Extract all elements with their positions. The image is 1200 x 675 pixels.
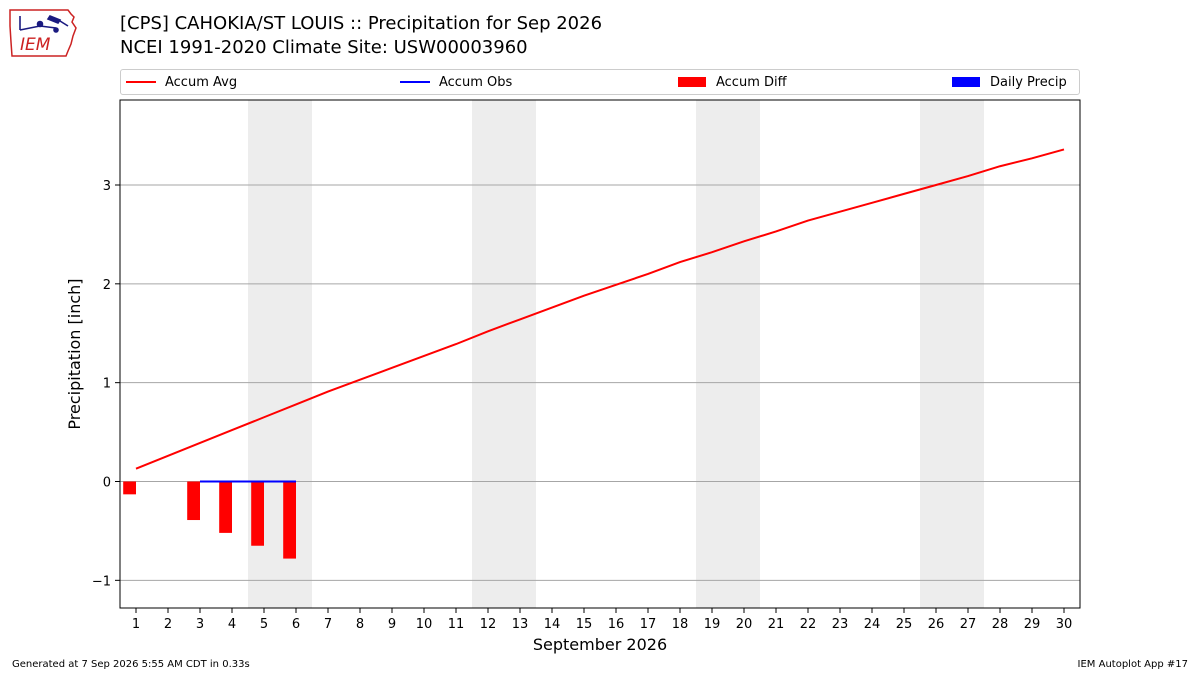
x-tick-label: 5	[260, 617, 268, 632]
y-tick-label: −1	[92, 574, 111, 589]
bar-accum-diff-day-4	[219, 481, 232, 533]
footer-app: IEM Autoplot App #17	[1077, 659, 1188, 670]
legend-label-accum-avg: Accum Avg	[165, 74, 238, 90]
x-tick-label: 7	[324, 617, 332, 632]
legend-swatch-daily-precip	[952, 77, 980, 87]
legend-item-accum-obs: Accum Obs	[400, 70, 512, 94]
chart-subtitle: NCEI 1991-2020 Climate Site: USW00003960	[120, 37, 528, 58]
x-tick-label: 15	[576, 617, 593, 632]
iem-logo: IEM	[9, 9, 77, 57]
bar-accum-diff-day-5	[251, 481, 264, 546]
legend: Accum Avg Accum Obs Accum Diff Daily Pre…	[120, 69, 1080, 95]
chart-title: [CPS] CAHOKIA/ST LOUIS :: Precipitation …	[120, 13, 603, 34]
y-axis-label: Precipitation [inch]	[65, 278, 84, 429]
x-tick-label: 27	[960, 617, 977, 632]
logo-text: IEM	[20, 35, 51, 55]
bar-accum-diff-day-1	[123, 481, 136, 495]
series-lines	[135, 148, 1065, 483]
weather-station-icon	[19, 15, 69, 33]
legend-item-accum-avg: Accum Avg	[126, 70, 237, 94]
x-tick-label: 13	[512, 617, 529, 632]
x-tick-label: 17	[640, 617, 657, 632]
x-tick-label: 23	[832, 617, 849, 632]
weekend-bands	[248, 100, 984, 608]
x-tick-label: 12	[480, 617, 497, 632]
x-tick-label: 19	[704, 617, 721, 632]
x-tick-label: 10	[416, 617, 433, 632]
bar-accum-diff-day-6	[283, 481, 296, 559]
weekend-band-12-13	[472, 100, 536, 608]
legend-label-daily-precip: Daily Precip	[990, 74, 1067, 90]
x-tick-label: 21	[768, 617, 785, 632]
x-tick-label: 6	[292, 617, 300, 632]
x-tick-label: 3	[196, 617, 204, 632]
y-tick-label: 3	[103, 179, 111, 194]
legend-item-daily-precip: Daily Precip	[952, 70, 1067, 94]
legend-item-accum-diff: Accum Diff	[678, 70, 787, 94]
legend-label-accum-diff: Accum Diff	[716, 74, 787, 90]
x-tick-label: 16	[608, 617, 625, 632]
footer-generated: Generated at 7 Sep 2026 5:55 AM CDT in 0…	[12, 659, 250, 670]
legend-label-accum-obs: Accum Obs	[439, 74, 513, 90]
line-accum-avg	[135, 148, 1065, 470]
x-tick-label: 29	[1024, 617, 1041, 632]
x-tick-label: 28	[992, 617, 1009, 632]
x-tick-label: 1	[132, 617, 140, 632]
legend-swatch-accum-diff	[678, 77, 706, 87]
legend-swatch-accum-obs	[400, 81, 430, 83]
x-tick-label: 30	[1056, 617, 1073, 632]
x-axis-ticks: 1 2 3 4 5 6 7 8 9 10 11 12 13 14 15 16 17 18 19 20 21 22 23 24 2…	[132, 608, 1072, 632]
x-tick-label: 14	[544, 617, 561, 632]
y-tick-label: 1	[103, 377, 111, 392]
weekend-band-19-20	[696, 100, 760, 608]
bar-accum-diff-day-3	[187, 481, 200, 521]
y-tick-label: 2	[103, 278, 111, 293]
plot-frame	[119, 99, 1081, 609]
diff-bars	[123, 481, 296, 559]
x-tick-label: 20	[736, 617, 753, 632]
legend-swatch-accum-avg	[126, 81, 156, 83]
y-axis-ticks: −1 0 1 2 3	[92, 179, 120, 589]
x-tick-label: 24	[864, 617, 881, 632]
y-tick-label: 0	[103, 475, 111, 490]
x-tick-label: 18	[672, 617, 689, 632]
x-tick-label: 2	[164, 617, 172, 632]
x-tick-label: 9	[388, 617, 396, 632]
x-axis-label: September 2026	[533, 635, 667, 654]
x-tick-label: 25	[896, 617, 913, 632]
x-tick-label: 11	[448, 617, 465, 632]
x-tick-label: 8	[356, 617, 364, 632]
x-tick-label: 4	[228, 617, 236, 632]
x-tick-label: 26	[928, 617, 945, 632]
x-tick-label: 22	[800, 617, 817, 632]
weekend-band-26-27	[920, 100, 984, 608]
